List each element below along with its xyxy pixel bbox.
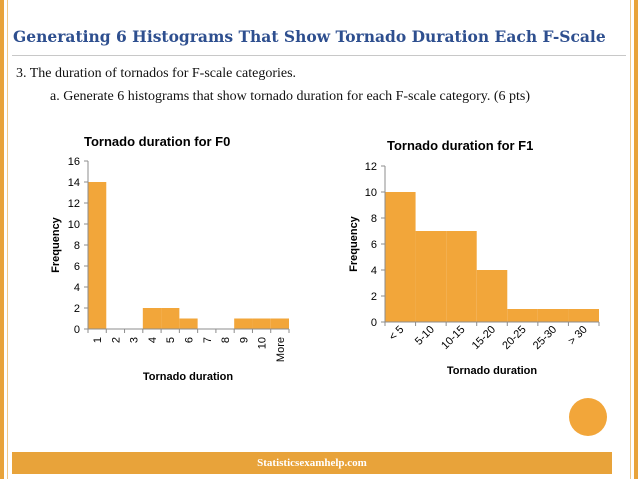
bar-9	[234, 318, 253, 329]
y-tick-label: 6	[74, 261, 80, 273]
x-tick-label: 2	[110, 337, 122, 343]
bar-25-30	[537, 309, 569, 322]
x-tick-label: < 5	[387, 324, 407, 344]
y-tick-label: 6	[371, 239, 377, 251]
y-tick-label: 4	[371, 265, 377, 277]
bar-> 30	[568, 309, 599, 322]
x-tick-label: 3	[129, 337, 141, 343]
bar-1	[88, 182, 107, 329]
left-frame-line	[7, 0, 8, 479]
y-tick-label: 8	[74, 240, 80, 252]
x-tick-label: More	[275, 337, 287, 362]
y-axis-label: Frequency	[50, 216, 62, 273]
y-tick-label: 12	[68, 198, 80, 210]
x-tick-label: 10-15	[439, 324, 467, 352]
bar-4	[142, 308, 162, 329]
title-divider	[12, 55, 626, 56]
x-tick-label: 10	[257, 337, 269, 349]
x-tick-label: 20-25	[500, 324, 528, 352]
footer-bar: Statisticsexamhelp.com	[12, 452, 612, 474]
x-tick-label: > 30	[566, 324, 590, 348]
x-tick-label: 9	[238, 337, 250, 343]
right-frame-line	[630, 0, 631, 479]
x-axis-label: Tornado duration	[447, 365, 538, 377]
x-tick-label: 4	[147, 337, 159, 343]
y-tick-label: 0	[74, 324, 80, 336]
y-tick-label: 16	[68, 156, 80, 168]
question-text: 3. The duration of tornados for F-scale …	[16, 66, 297, 81]
x-tick-label: 15-20	[470, 324, 498, 352]
y-tick-label: 2	[371, 291, 377, 303]
y-tick-label: 12	[365, 161, 377, 173]
x-tick-label: 5	[165, 337, 177, 343]
slide-title: Generating 6 Histograms That Show Tornad…	[13, 27, 606, 46]
bar-5	[161, 308, 180, 329]
left-frame-bar	[0, 0, 4, 479]
bar-10-15	[446, 231, 477, 322]
y-tick-label: 4	[74, 282, 80, 294]
y-tick-label: 14	[68, 177, 80, 189]
y-tick-label: 10	[68, 219, 80, 231]
y-tick-label: 10	[365, 187, 377, 199]
y-tick-label: 2	[74, 303, 80, 315]
x-tick-label: 25-30	[531, 324, 559, 352]
y-axis-label: Frequency	[348, 215, 360, 272]
y-tick-label: 8	[371, 213, 377, 225]
bar-5-10	[415, 231, 447, 322]
x-tick-label: 8	[220, 337, 232, 343]
bar-10	[252, 318, 271, 329]
subquestion-text: a. Generate 6 histograms that show torna…	[50, 89, 530, 104]
bar-20-25	[507, 309, 538, 322]
chart-title: Tornado duration for F0	[84, 134, 230, 149]
x-tick-label: 6	[184, 337, 196, 343]
x-tick-label: 7	[202, 337, 214, 343]
bar-< 5	[385, 192, 416, 322]
bar-More	[270, 318, 289, 329]
x-tick-label: 5-10	[413, 324, 437, 348]
x-axis-label: Tornado duration	[143, 371, 234, 383]
right-frame-bar	[634, 0, 638, 479]
x-tick-label: 1	[92, 337, 104, 343]
decorative-circle	[569, 398, 607, 436]
chart-title: Tornado duration for F1	[387, 138, 533, 153]
footer-text: Statisticsexamhelp.com	[257, 457, 367, 469]
y-tick-label: 0	[371, 317, 377, 329]
bar-15-20	[476, 270, 508, 322]
bar-6	[179, 318, 198, 329]
